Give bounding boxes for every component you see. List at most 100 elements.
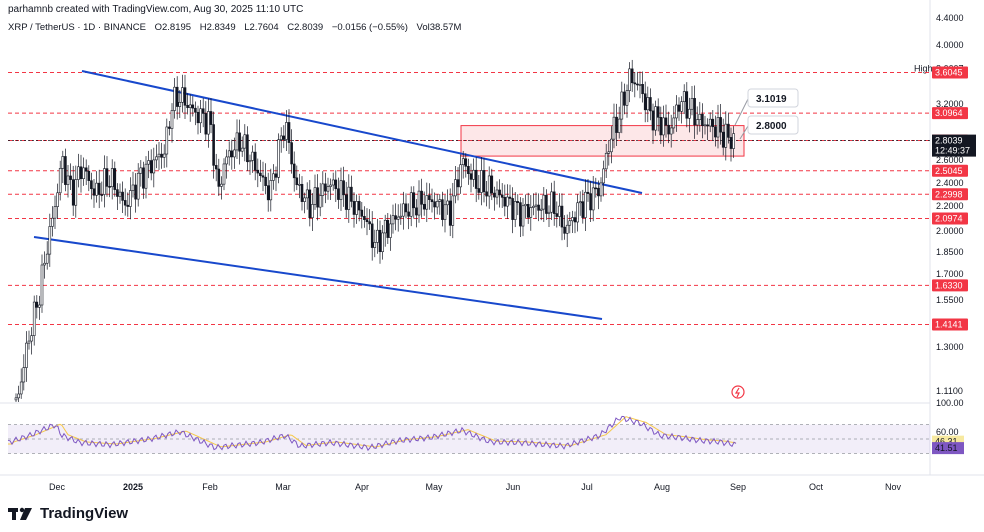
candle-body [654,106,657,131]
candle-body [511,198,514,220]
candle-body [87,170,91,181]
candle-body [446,200,449,206]
candle-body [597,187,600,197]
candle-body [32,301,36,336]
candle-body [100,194,104,196]
candle-body [503,197,507,207]
candle-body [295,177,299,186]
candles-group [14,59,735,402]
candle-body [313,187,317,205]
candle-body [64,156,67,185]
level-price-label: 3.6045 [935,68,963,78]
callout-3-1019-box [747,88,799,108]
candle-body [565,224,569,234]
candle-body [298,183,301,186]
candle-body [545,194,548,214]
candle-body [464,158,468,167]
price-tick-label: 3.2000 [936,99,964,109]
candle-body [547,211,551,214]
candle-body [389,223,392,238]
candle-body [558,205,561,217]
candle-body [529,207,533,218]
candle-body [649,97,652,112]
rsi-value-label: 41.51 [935,443,958,453]
candle-body [303,197,306,202]
price-tick-label: 1.1100 [936,386,963,396]
candle-body [669,127,673,135]
candle-body [308,189,312,219]
candle-body [269,180,273,201]
candle-body [721,131,725,148]
candle-body [363,216,366,220]
candle-body [402,203,405,217]
candle-body [516,201,520,203]
candle-body [248,160,252,163]
candle-body [40,264,44,306]
candle-body [396,216,400,220]
candle-body [160,153,163,158]
candle-body [612,116,616,140]
candle-body [659,117,663,136]
candle-body [456,179,460,188]
candle-body [591,187,595,211]
candle-body [285,122,288,140]
price-chart[interactable]: 4.4000 4.0000 3.2000 2.6000 2.4000 2.2000 2.00… [0,0,984,500]
rsi-tick-label: 100.00 [936,398,964,408]
candle-body [399,215,403,218]
candle-body [368,221,371,225]
candle-body [238,132,241,152]
time-axis-label: May [425,482,443,492]
candle-body [581,201,585,218]
candle-body [714,126,717,138]
time-axis-label: Apr [355,482,369,492]
price-tick-label: 4.4000 [936,13,964,23]
level-price-badge [932,279,968,292]
candle-body [165,126,169,155]
candle-body [175,86,179,107]
symbol-name[interactable]: XRP / TetherUS · 1D · BINANCE [8,22,146,33]
candle-body [357,201,361,211]
candle-body [422,203,426,210]
candle-body [118,191,122,197]
candle-body [144,163,148,189]
candle-body [459,164,462,188]
last-price-value: 2.8039 [935,136,963,146]
last-price-badge [932,134,976,157]
candle-body [316,187,319,208]
candle-body [495,189,499,198]
candle-body [604,152,608,170]
candle-body [378,229,382,253]
candle-body [599,182,603,197]
candle-body [79,166,83,179]
candle-body [74,179,78,206]
ohlc-high: H2.8349 [199,22,236,33]
callout-2-8000-box [747,115,799,135]
candle-body [617,118,621,133]
candle-body [417,190,421,216]
candle-body [181,87,184,103]
candle-body [677,104,681,112]
candle-body [256,169,260,174]
candle-body [113,168,117,190]
candle-body [448,200,452,226]
candle-body [92,188,96,196]
candle-body [435,201,439,208]
candle-body [695,119,699,126]
volume-value: Vol38.57M [416,22,462,33]
candle-body [623,91,626,106]
candle-body [360,209,364,217]
candle-body [220,183,223,187]
candle-body [272,173,275,181]
alert-lightning-bolt [734,387,740,398]
candle-body [287,122,291,143]
candle-body [493,192,496,198]
candle-body [105,168,109,187]
time-axis-label: Oct [809,482,824,492]
candle-body [428,195,431,200]
candle-body [698,113,702,121]
candle-body [560,205,564,228]
candle-body [690,98,694,110]
candle-body [381,232,384,253]
candle-body [27,340,31,344]
ohlc-low: L2.7604 [244,22,279,33]
